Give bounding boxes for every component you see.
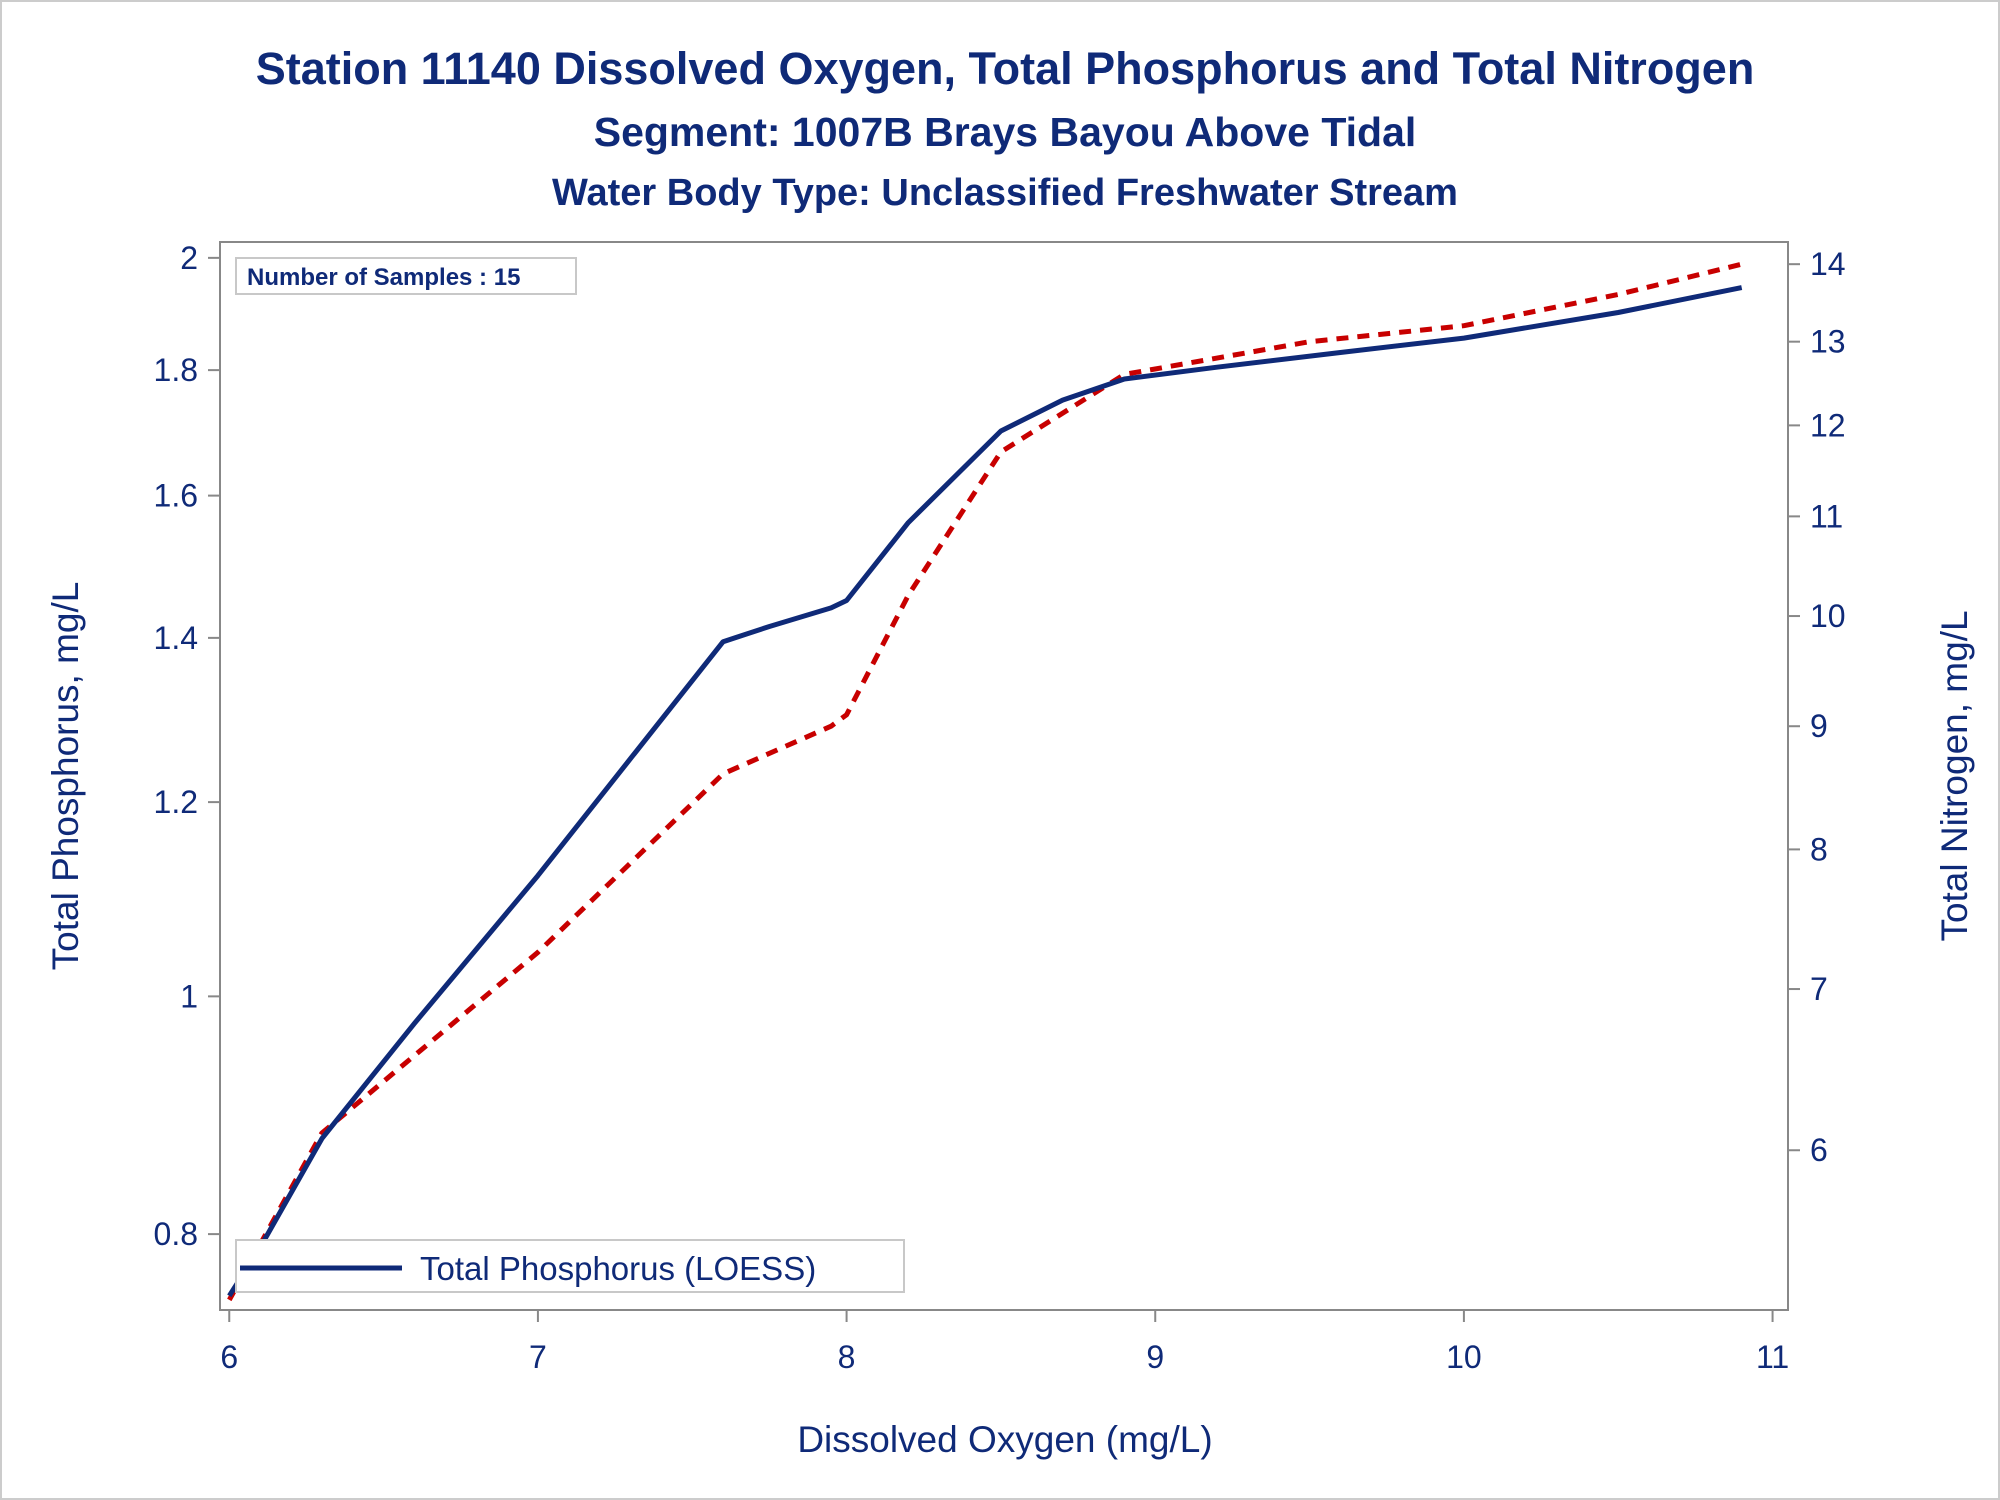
right-y-tick-label: 9 <box>1810 708 1828 744</box>
nitrogen-series-line <box>227 261 1743 1302</box>
right-y-tick-label: 11 <box>1810 498 1843 534</box>
left-y-tick-label: 1.6 <box>154 478 198 514</box>
phosphorus-series-line <box>227 285 1743 1298</box>
x-tick-label: 6 <box>220 1339 238 1375</box>
chart-subtitle-2: Water Body Type: Unclassified Freshwater… <box>552 172 1458 214</box>
right-y-tick-label: 6 <box>1810 1132 1828 1168</box>
left-y-tick-label: 1.2 <box>154 784 198 820</box>
sample-count-box <box>235 257 577 295</box>
left-y-tick-label: 1.8 <box>154 352 198 388</box>
right-y-tick-label: 10 <box>1810 598 1846 634</box>
right-axis-ticks: 6 7 8 9 10 11 12 13 14 <box>1788 246 1846 1168</box>
left-y-tick-label: 1 <box>180 978 198 1014</box>
right-y-tick-label: 8 <box>1810 831 1828 867</box>
x-axis-label: Dissolved Oxygen (mg/L) <box>797 1419 1212 1460</box>
sample-count-text: Number of Samples : 15 <box>247 264 520 291</box>
left-y-axis-label: Total Phosphorus, mg/L <box>45 582 86 971</box>
x-tick-label: 9 <box>1146 1339 1164 1375</box>
legend-label-phosphorus: Total Phosphorus (LOESS) <box>420 1250 816 1287</box>
right-y-tick-label: 14 <box>1810 246 1846 282</box>
series-layer <box>227 261 1743 1302</box>
right-y-axis-label: Total Nitrogen, mg/L <box>1934 610 1975 941</box>
right-y-tick-label: 12 <box>1810 407 1846 443</box>
x-tick-label: 8 <box>838 1339 856 1375</box>
chart-title: Station 11140 Dissolved Oxygen, Total Ph… <box>256 43 1755 94</box>
plot-frame <box>219 241 1789 1311</box>
left-axis-ticks: 0.8 1 1.2 1.4 1.6 1.8 2 <box>154 240 220 1252</box>
x-tick-label: 10 <box>1446 1339 1482 1375</box>
x-axis-ticks: 6 7 8 9 10 11 <box>220 1310 1789 1375</box>
right-y-tick-label: 7 <box>1810 971 1828 1007</box>
chart-subtitle: Segment: 1007B Brays Bayou Above Tidal <box>594 109 1417 155</box>
right-y-tick-label: 13 <box>1810 324 1846 360</box>
x-tick-label: 11 <box>1756 1339 1789 1375</box>
x-tick-label: 7 <box>529 1339 547 1375</box>
left-y-tick-label: 0.8 <box>154 1216 198 1252</box>
left-y-tick-label: 2 <box>180 240 198 276</box>
left-y-tick-label: 1.4 <box>154 620 198 656</box>
